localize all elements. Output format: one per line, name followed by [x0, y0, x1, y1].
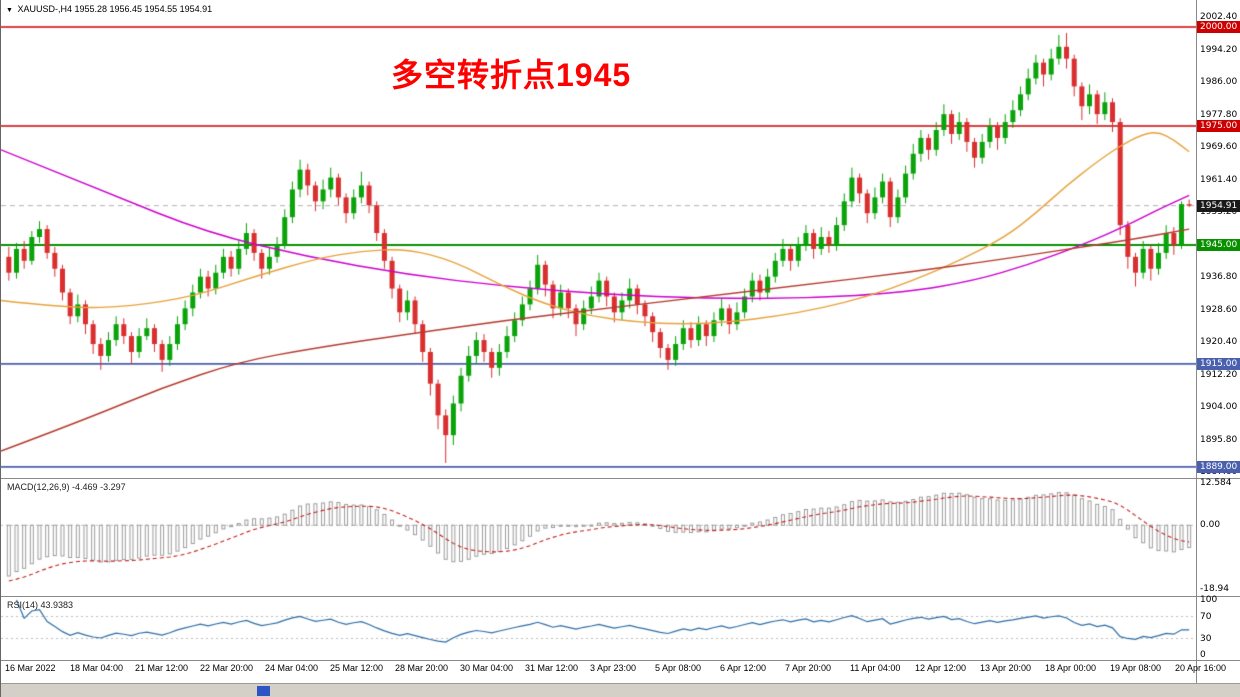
price-badge: 1915.00 — [1197, 357, 1240, 370]
ohlc-readout: 1955.28 1956.45 1954.55 1954.91 — [74, 4, 213, 14]
price-tick: 1912.20 — [1200, 369, 1238, 380]
rsi-axis-label: 0 — [1200, 650, 1206, 660]
panel-divider-macd-rsi[interactable] — [1, 596, 1240, 597]
price-tick: 1928.60 — [1200, 304, 1238, 315]
panel-divider-rsi-time — [1, 660, 1240, 661]
macd-indicator-label: MACD(12,26,9) -4.469 -3.297 — [7, 482, 126, 492]
time-tick: 7 Apr 20:00 — [785, 663, 832, 673]
time-tick: 21 Mar 12:00 — [135, 663, 189, 673]
time-tick: 19 Apr 08:00 — [1110, 663, 1162, 673]
price-tick: 1969.60 — [1200, 142, 1238, 153]
price-badge: 1954.91 — [1197, 199, 1240, 212]
time-tick: 31 Mar 12:00 — [525, 663, 579, 673]
price-tick: 1904.00 — [1200, 402, 1238, 413]
price-badge: 1889.00 — [1197, 460, 1240, 473]
symbol-info-bar: ▼ XAUUSD-,H4 1955.28 1956.45 1954.55 195… — [6, 4, 212, 14]
price-badge: 1945.00 — [1197, 238, 1240, 251]
macd-axis-label: -18.94 — [1200, 583, 1230, 594]
rsi-axis-label: 100 — [1200, 595, 1218, 605]
symbol-dropdown-icon[interactable]: ▼ — [6, 7, 13, 14]
price-tick: 2002.40 — [1200, 12, 1238, 23]
time-tick: 18 Apr 00:00 — [1045, 663, 1097, 673]
price-badge: 1975.00 — [1197, 120, 1240, 133]
macd-values: -4.469 -3.297 — [72, 482, 126, 492]
bottom-scrollbar[interactable] — [1, 683, 1240, 697]
price-tick: 1920.40 — [1200, 337, 1238, 348]
macd-axis-label: 12.584 — [1200, 478, 1232, 489]
rsi-axis-label: 30 — [1200, 633, 1212, 644]
rsi-axis-label: 70 — [1200, 611, 1212, 622]
macd-name: MACD(12,26,9) — [7, 482, 70, 492]
time-tick: 3 Apr 23:00 — [590, 663, 637, 673]
rsi-value: 43.9383 — [40, 600, 74, 610]
time-tick: 28 Mar 20:00 — [395, 663, 449, 673]
time-tick: 6 Apr 12:00 — [720, 663, 767, 673]
time-tick: 12 Apr 12:00 — [915, 663, 967, 673]
panel-divider-main-macd[interactable] — [1, 478, 1240, 479]
price-axis-divider — [1196, 0, 1197, 697]
time-tick: 20 Apr 16:00 — [1175, 663, 1227, 673]
time-tick: 30 Mar 04:00 — [460, 663, 514, 673]
time-tick: 24 Mar 04:00 — [265, 663, 319, 673]
scrollbar-thumb[interactable] — [257, 686, 270, 696]
main-chart-canvas[interactable] — [1, 0, 1197, 478]
macd-panel-canvas[interactable] — [1, 479, 1197, 595]
price-tick: 1961.40 — [1200, 174, 1238, 185]
time-tick: 13 Apr 20:00 — [980, 663, 1032, 673]
price-tick: 1977.80 — [1200, 109, 1238, 120]
price-tick: 1994.20 — [1200, 44, 1238, 55]
time-tick: 18 Mar 04:00 — [70, 663, 124, 673]
price-tick: 1986.00 — [1200, 77, 1238, 88]
time-tick: 11 Apr 04:00 — [850, 663, 901, 673]
macd-axis-label: 0.00 — [1200, 520, 1221, 531]
rsi-name: RSI(14) — [7, 600, 39, 610]
time-tick: 5 Apr 08:00 — [655, 663, 702, 673]
time-tick: 25 Mar 12:00 — [330, 663, 384, 673]
rsi-panel-canvas[interactable] — [1, 597, 1197, 660]
time-tick: 16 Mar 2022 — [5, 663, 56, 673]
chart-annotation-text: 多空转折点1945 — [391, 57, 632, 93]
price-tick: 1936.80 — [1200, 272, 1238, 283]
rsi-indicator-label: RSI(14) 43.9383 — [7, 600, 73, 610]
price-tick: 1895.80 — [1200, 434, 1238, 445]
price-badge: 2000.00 — [1197, 20, 1240, 33]
symbol-timeframe-label: XAUUSD-,H4 — [17, 4, 72, 14]
time-tick: 22 Mar 20:00 — [200, 663, 254, 673]
price-tick: 1953.20 — [1200, 207, 1238, 218]
